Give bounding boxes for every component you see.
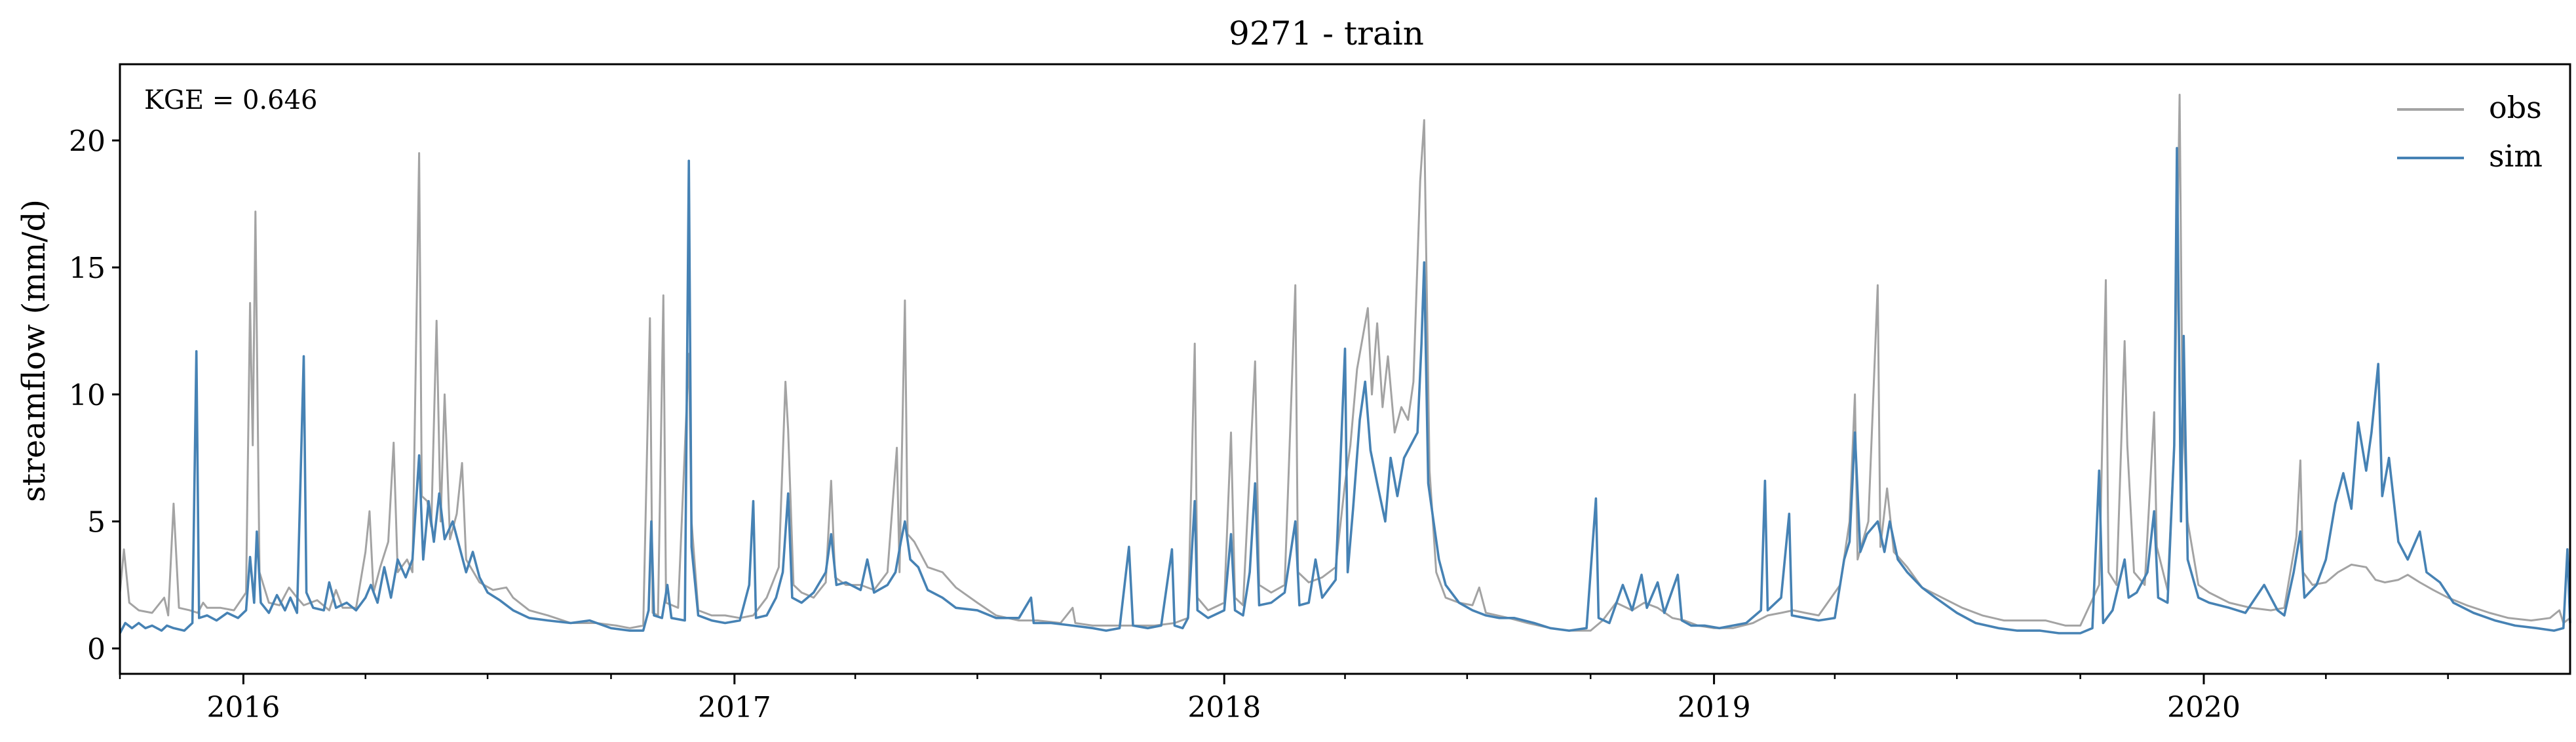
sim-series-line [119,147,2571,635]
x-tick-label: 2020 [2167,691,2240,724]
x-tick-label: 2018 [1187,691,1261,724]
y-tick-label: 15 [69,252,106,285]
x-tick-label: 2016 [206,691,280,724]
kge-annotation: KGE = 0.646 [144,85,318,115]
plot-area [119,94,2571,635]
legend: obs sim [2397,90,2543,174]
x-tick-label: 2019 [1678,691,1751,724]
y-axis-label: streamflow (mm/d) [16,199,52,502]
y-tick-label: 5 [87,506,106,539]
chart-title: 9271 - train [1229,14,1424,52]
y-axis-ticks: 0 5 10 15 20 [69,125,120,666]
x-axis-ticks: 2016 2017 2018 2019 2020 [119,674,2449,724]
y-tick-label: 0 [87,633,106,666]
y-tick-label: 20 [69,125,106,158]
legend-obs-label: obs [2489,90,2542,125]
sim-line-path [119,147,2571,635]
obs-line-path [119,94,2571,632]
legend-sim-label: sim [2489,138,2543,174]
obs-series-line [119,94,2571,632]
y-tick-label: 10 [69,379,106,412]
x-tick-label: 2017 [698,691,771,724]
